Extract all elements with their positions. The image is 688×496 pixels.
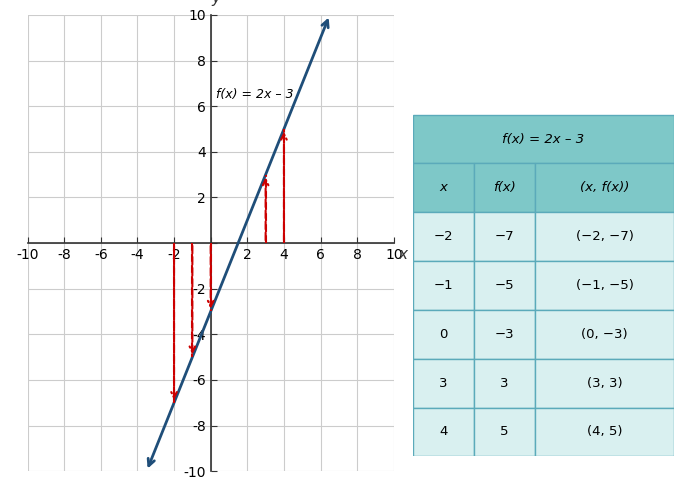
Text: (−1, −5): (−1, −5) [576, 279, 634, 292]
Bar [535, 212, 674, 261]
Text: (3, 3): (3, 3) [587, 376, 623, 390]
Text: 0: 0 [439, 328, 447, 341]
Text: −2: −2 [433, 230, 453, 243]
Bar [535, 408, 674, 456]
Bar [474, 310, 535, 359]
Text: −3: −3 [495, 328, 514, 341]
Text: −7: −7 [495, 230, 514, 243]
Bar [535, 164, 674, 212]
Text: y: y [212, 0, 221, 6]
Bar [413, 359, 474, 408]
Text: 5: 5 [500, 426, 508, 438]
Bar [413, 310, 474, 359]
Bar [474, 212, 535, 261]
Text: (4, 5): (4, 5) [587, 426, 622, 438]
Bar [413, 115, 674, 164]
Bar [413, 212, 474, 261]
Bar [535, 310, 674, 359]
Text: x: x [398, 247, 407, 262]
Text: f(x) = 2x – 3: f(x) = 2x – 3 [502, 132, 585, 146]
Text: 3: 3 [500, 376, 508, 390]
Bar [474, 408, 535, 456]
Text: (−2, −7): (−2, −7) [576, 230, 634, 243]
Bar [474, 359, 535, 408]
Text: f(x) = 2x – 3: f(x) = 2x – 3 [216, 88, 294, 101]
Bar [535, 261, 674, 310]
Text: 3: 3 [439, 376, 448, 390]
Text: −5: −5 [495, 279, 514, 292]
Bar [413, 261, 474, 310]
Bar [474, 164, 535, 212]
Text: f(x): f(x) [493, 182, 516, 194]
Bar [413, 164, 474, 212]
Bar [535, 359, 674, 408]
Text: 4: 4 [439, 426, 447, 438]
Text: (x, f(x)): (x, f(x)) [580, 182, 630, 194]
Text: x: x [440, 182, 447, 194]
Bar [474, 261, 535, 310]
Text: −1: −1 [433, 279, 453, 292]
Bar [413, 408, 474, 456]
Text: (0, −3): (0, −3) [581, 328, 628, 341]
